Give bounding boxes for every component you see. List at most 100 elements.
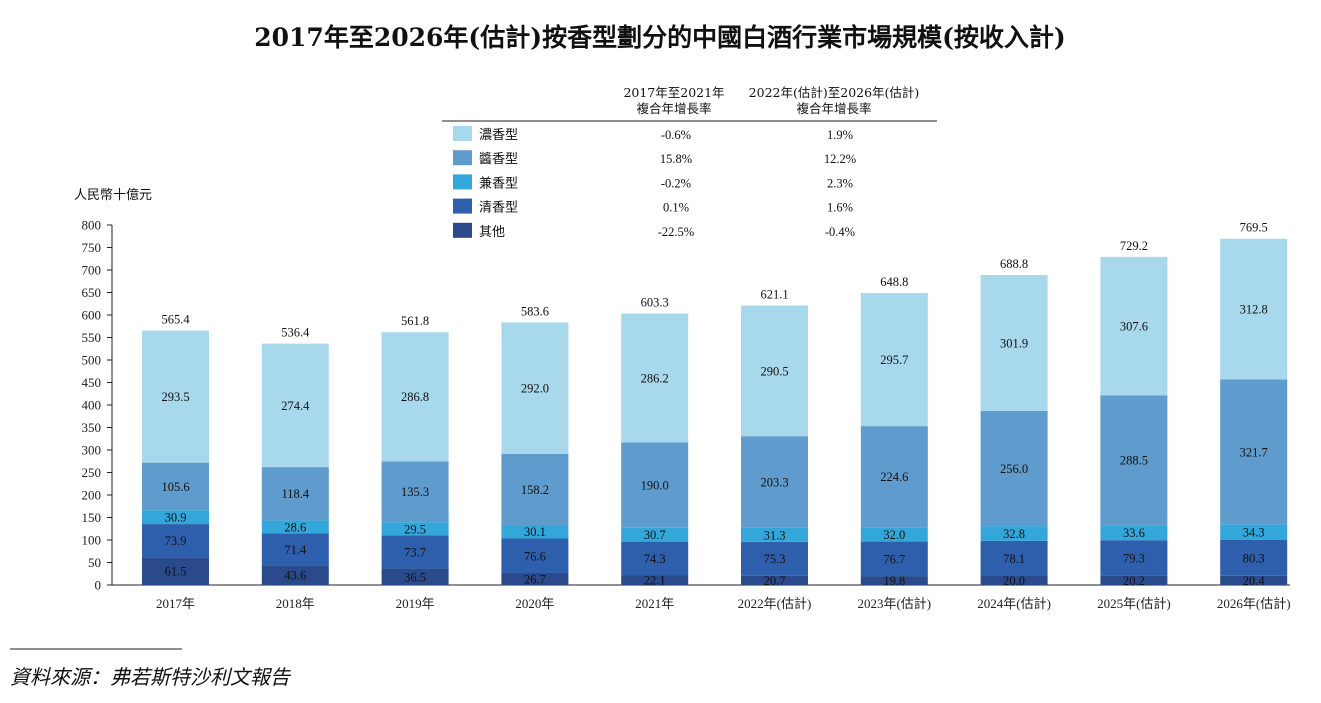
- data-label: 158.2: [521, 483, 549, 497]
- bar-segment: [142, 510, 209, 525]
- y-tick-label: 350: [82, 420, 102, 435]
- x-tick-label: 2021年: [635, 596, 674, 611]
- bar-segment: [381, 535, 449, 569]
- data-label: 76.7: [883, 552, 905, 566]
- total-label: 688.8: [1000, 257, 1028, 271]
- bar-stack: 20.0 78.1 32.8 256.0 301.9 688.8: [980, 257, 1048, 588]
- legend-swatch: [453, 198, 472, 214]
- bar-stack: 22.1 74.3 30.7 190.0 286.2 603.3: [621, 296, 689, 588]
- bar-stack: 26.7 76.6 30.1 158.2 292.0 583.6: [501, 304, 569, 586]
- data-label: 190.0: [641, 479, 669, 493]
- data-label: 80.3: [1243, 551, 1265, 565]
- data-label: 307.6: [1120, 320, 1148, 334]
- bar-segment: [142, 330, 209, 463]
- y-tick-label: 600: [82, 308, 102, 323]
- total-label: 565.4: [161, 313, 190, 327]
- data-label: 293.5: [161, 390, 189, 404]
- x-tick-label: 2023年(估計): [857, 596, 931, 611]
- x-tick-label: 2024年(估計): [977, 596, 1051, 611]
- y-tick-label: 750: [82, 240, 102, 255]
- y-tick-label: 150: [82, 510, 102, 525]
- data-label: 20.2: [1123, 574, 1145, 588]
- data-label: 43.6: [284, 569, 306, 583]
- chart-title: 2017年至2026年(估計)按香型劃分的中國白酒行業市場規模(按收入計): [254, 23, 1065, 52]
- legend-swatch: [453, 150, 472, 166]
- bar-segment: [381, 461, 449, 523]
- bar-segment: [980, 526, 1048, 541]
- x-tick-label: 2026年(估計): [1217, 596, 1291, 611]
- data-label: 32.0: [883, 528, 905, 542]
- bar-segment: [860, 426, 928, 528]
- legend-swatch: [453, 174, 472, 190]
- bar-segment: [1100, 395, 1168, 526]
- legend-cagr-2017-2021: 0.1%: [663, 201, 689, 215]
- data-label: 312.8: [1240, 303, 1268, 317]
- bar-segment: [501, 524, 569, 539]
- y-tick-label: 800: [82, 218, 102, 233]
- data-label: 20.0: [1003, 574, 1025, 588]
- bar-segment: [621, 541, 689, 576]
- data-label: 295.7: [880, 353, 908, 367]
- data-label: 301.9: [1000, 336, 1028, 350]
- data-label: 20.7: [764, 574, 786, 588]
- bar-segment: [1100, 540, 1168, 576]
- y-tick-label: 50: [88, 555, 101, 570]
- data-label: 32.8: [1003, 527, 1025, 541]
- total-label: 648.8: [880, 275, 908, 289]
- bar-segment: [1220, 238, 1288, 380]
- bar-segment: [142, 462, 209, 511]
- bar-segment: [741, 575, 808, 585]
- bar-segment: [860, 527, 928, 542]
- bar-segment: [381, 568, 449, 585]
- legend-swatch: [453, 126, 472, 141]
- bar-segment: [1220, 539, 1288, 576]
- bar-stack: 19.8 76.7 32.0 224.6 295.7 648.8: [860, 275, 928, 588]
- y-tick-label: 200: [82, 488, 102, 503]
- bar-segment: [261, 520, 329, 534]
- data-label: 105.6: [161, 480, 189, 494]
- y-tick-label: 400: [82, 398, 102, 413]
- y-tick-label: 250: [82, 465, 102, 480]
- bar-segment: [261, 533, 329, 566]
- bar-segment: [741, 541, 808, 576]
- legend-row: 其他 -22.5% -0.4%: [453, 222, 855, 240]
- legend-row: 濃香型 -0.6% 1.9%: [453, 126, 853, 143]
- total-label: 561.8: [401, 314, 429, 328]
- data-label: 73.9: [165, 534, 187, 548]
- y-tick-label: 500: [82, 353, 102, 368]
- bar-stack: 20.2 79.3 33.6 288.5 307.6 729.2: [1100, 239, 1168, 588]
- bar-segment: [381, 332, 449, 462]
- total-label: 536.4: [281, 326, 310, 340]
- bar-segment: [142, 524, 209, 558]
- data-label: 78.1: [1003, 552, 1025, 566]
- data-label: 30.7: [644, 528, 666, 542]
- x-tick-label: 2017年: [156, 596, 195, 611]
- data-label: 33.6: [1123, 526, 1145, 540]
- legend-cagr-2022-2026: 1.6%: [827, 201, 853, 215]
- bar-segment: [621, 442, 689, 528]
- data-label: 31.3: [764, 528, 786, 542]
- data-label: 22.1: [644, 574, 666, 588]
- x-tick-label: 2020年: [515, 596, 554, 611]
- source-note: 資料來源：弗若斯特沙利文報告: [10, 665, 292, 689]
- data-label: 74.3: [644, 552, 666, 566]
- bar-segment: [142, 557, 209, 585]
- data-label: 30.9: [165, 511, 187, 525]
- data-label: 321.7: [1240, 445, 1268, 459]
- y-tick-label: 0: [95, 578, 102, 593]
- bar-segment: [1100, 575, 1168, 585]
- legend-header-col2-line2: 複合年增長率: [796, 101, 871, 116]
- data-label: 274.4: [281, 399, 310, 413]
- data-label: 71.4: [284, 543, 307, 557]
- data-label: 73.7: [404, 545, 426, 559]
- legend-label: 醬香型: [479, 151, 518, 167]
- bar-segment: [980, 540, 1048, 576]
- bar-segment: [381, 522, 449, 536]
- y-tick-label: 650: [82, 285, 102, 300]
- y-tick-label: 450: [82, 375, 102, 390]
- bar-segment: [621, 313, 689, 443]
- data-label: 34.3: [1243, 525, 1265, 539]
- data-label: 30.1: [524, 525, 546, 539]
- bar-stack: 43.6 71.4 28.6 118.4 274.4 536.4: [261, 326, 329, 585]
